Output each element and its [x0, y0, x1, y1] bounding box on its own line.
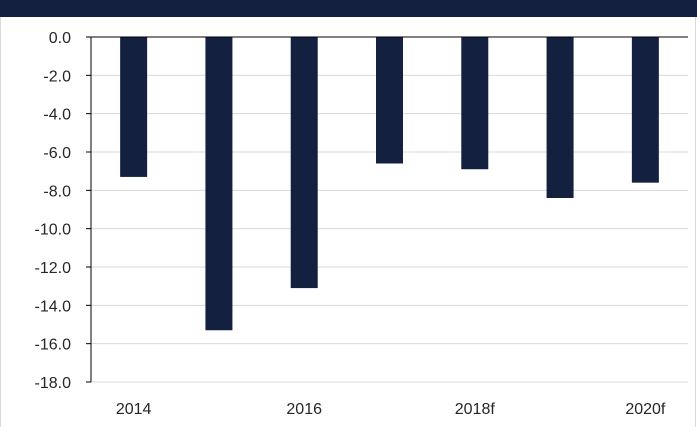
axes	[86, 36, 688, 383]
y-tick-label: -18.0	[35, 375, 72, 392]
bar-2014	[120, 37, 148, 177]
x-tick-label: 2016	[286, 401, 322, 418]
bar-2015	[205, 37, 233, 331]
bars	[120, 37, 659, 331]
y-tick-label: -4.0	[43, 107, 71, 124]
y-tick-label: 0.0	[49, 30, 71, 47]
x-tick-label: 2018f	[455, 401, 496, 418]
bar-2017	[376, 37, 403, 164]
chart-frame	[0, 17, 696, 427]
x-tick-label: 2020f	[625, 401, 666, 418]
y-tick-label: -8.0	[43, 183, 71, 200]
x-axis-labels: 2014 2016 2018f 2020f	[116, 401, 666, 418]
y-tick-label: -14.0	[35, 298, 72, 315]
y-tick-label: -12.0	[35, 260, 72, 277]
y-tick-label: -10.0	[35, 222, 72, 239]
bar-2016	[290, 37, 318, 289]
gridlines	[91, 74, 688, 383]
bar-2019f	[546, 37, 574, 198]
y-tick-label: -16.0	[35, 337, 72, 354]
y-tick-label: -6.0	[43, 145, 71, 162]
header-band	[0, 0, 697, 17]
x-tick-label: 2014	[116, 401, 152, 418]
y-axis-labels: 0.0 -2.0 -4.0 -6.0 -8.0 -10.0 -12.0 -14.0 -16.0 -…	[35, 30, 72, 392]
bar-2020f	[631, 37, 659, 183]
bar-2018f	[461, 37, 489, 170]
y-tick-label: -2.0	[43, 68, 71, 85]
